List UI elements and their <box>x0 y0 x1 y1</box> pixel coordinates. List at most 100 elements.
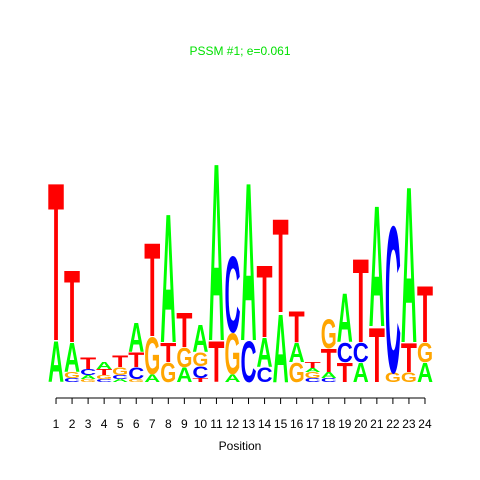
logo-letter: T <box>321 343 337 380</box>
x-tick-label: 3 <box>85 417 92 431</box>
logo-letter: G <box>417 337 433 368</box>
logo-letter: T <box>353 234 369 368</box>
logo-letter: C <box>80 367 96 377</box>
logo-letter: A <box>80 375 96 381</box>
logo-letter: C <box>128 364 144 383</box>
logo-letter: T <box>273 192 289 341</box>
logo-letter: A <box>112 378 128 383</box>
logo-letter: C <box>64 378 80 384</box>
logo-letter: T <box>128 349 144 372</box>
logo-letter: C <box>112 375 128 381</box>
logo-letter: T <box>192 378 211 384</box>
logo-letter: T <box>289 303 305 352</box>
logo-letter: G <box>289 357 305 388</box>
logo-letter: T <box>96 367 115 377</box>
chart-title: PSSM #1; e=0.061 <box>189 44 290 58</box>
logo-letter: A <box>369 169 385 363</box>
logo-letter: C <box>192 363 208 382</box>
logo-letter: A <box>144 373 160 385</box>
logo-letter: G <box>176 342 192 373</box>
logo-letter: C <box>241 330 257 395</box>
x-tick-label: 4 <box>101 417 108 431</box>
logo-letter: A <box>224 373 240 385</box>
x-tick-label: 5 <box>117 417 124 431</box>
logo-letter: C <box>257 364 273 387</box>
logo-letter: T <box>369 311 385 399</box>
logo-letter: T <box>112 352 129 371</box>
logo-letter: A <box>321 370 337 380</box>
logo-letter: C <box>96 378 112 383</box>
logo-letter: A <box>257 329 273 376</box>
logo-letter: A <box>160 176 176 382</box>
x-tick-label: 2 <box>69 417 76 431</box>
logo-letter: G <box>128 378 144 383</box>
logo-letter: T <box>257 243 273 359</box>
logo-letter: G <box>160 357 176 388</box>
logo-letter: C <box>321 378 337 384</box>
logo-letter: G <box>321 310 337 357</box>
logo-letter: T <box>337 357 353 388</box>
x-tick-label: 22 <box>386 417 400 431</box>
x-tick-label: 23 <box>402 417 416 431</box>
x-tick-label: 17 <box>306 417 320 431</box>
x-tick-label: 19 <box>338 417 352 431</box>
logo-letter: A <box>192 318 208 361</box>
logo-letter: A <box>401 141 417 390</box>
x-tick-label: 16 <box>290 417 304 431</box>
logo-letter: G <box>385 369 401 385</box>
x-axis-label: Position <box>219 439 262 453</box>
x-tick-label: 10 <box>194 417 208 431</box>
logo-letter: A <box>48 330 64 395</box>
x-tick-label: 9 <box>181 417 188 431</box>
logo-letter: G <box>64 370 80 380</box>
logo-letter: C <box>385 183 401 417</box>
x-tick-label: 20 <box>354 417 368 431</box>
logo-letter: A <box>96 361 112 372</box>
logo-letter: T <box>64 248 80 364</box>
logo-letter: A <box>353 357 369 388</box>
x-tick-label: 18 <box>322 417 336 431</box>
logo-letter: A <box>128 314 144 361</box>
logo-letter: G <box>96 375 112 381</box>
logo-letter: A <box>289 337 305 368</box>
logo-letter: T <box>160 337 176 368</box>
x-tick-label: 11 <box>210 417 223 431</box>
logo-letter: T <box>48 135 64 388</box>
logo-letter: A <box>337 279 353 357</box>
logo-letter: C <box>224 234 240 356</box>
logo-letter: G <box>192 349 208 371</box>
logo-letter: G <box>305 370 321 380</box>
x-tick-label: 6 <box>133 417 140 431</box>
x-tick-label: 15 <box>274 417 288 431</box>
logo-letter: T <box>305 360 324 370</box>
logo-letter: T <box>144 216 160 365</box>
logo-letter: A <box>417 357 433 388</box>
logo-letter: G <box>224 322 240 387</box>
x-tick-label: 12 <box>226 417 240 431</box>
logo-letter: A <box>241 135 257 388</box>
logo-letter: A <box>273 294 289 403</box>
logo-letter: C <box>337 337 353 368</box>
x-tick-label: 24 <box>418 417 432 431</box>
logo-letter: T <box>80 354 97 373</box>
x-tick-label: 14 <box>258 417 272 431</box>
logo-letter: C <box>353 337 369 368</box>
logo-letter: C <box>305 378 321 384</box>
logo-letter: G <box>112 366 128 378</box>
logo-letter: T <box>208 330 224 395</box>
logo-letter: A <box>208 110 224 394</box>
logo-letter: G <box>80 378 96 383</box>
logo-letter: G <box>401 369 417 385</box>
logo-letter: T <box>417 270 433 360</box>
logo-letter: G <box>144 327 160 386</box>
x-tick-label: 1 <box>53 417 60 431</box>
logo-letter: T <box>176 304 192 358</box>
x-tick-label: 13 <box>242 417 256 431</box>
logo-letter: A <box>305 368 321 374</box>
x-tick-label: 21 <box>370 417 384 431</box>
x-tick-label: 7 <box>149 417 156 431</box>
logo-letter: T <box>401 334 417 381</box>
x-tick-label: 8 <box>165 417 172 431</box>
